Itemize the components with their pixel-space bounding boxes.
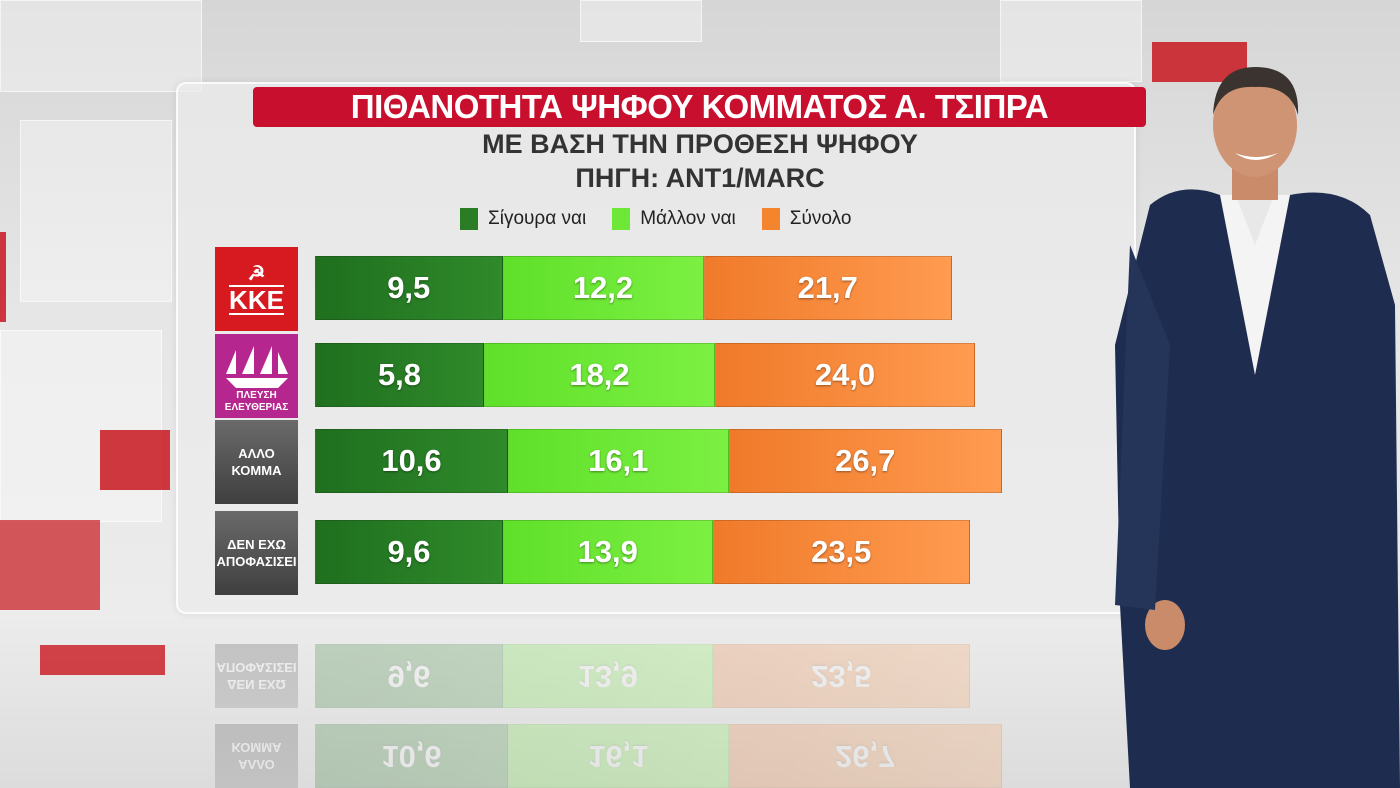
data-label: 5,8 xyxy=(377,357,422,392)
category-label: ΔΕΝ ΕΧΩ ΑΠΟΦΑΣΙΣΕΙ xyxy=(216,660,297,692)
hammer-sickle-icon: ☭ xyxy=(247,263,266,285)
category-label: ΑΛΛΟ ΚΟΜΜΑ xyxy=(231,446,282,478)
legend-swatch xyxy=(612,208,631,230)
stacked-bar: 5,8 18,2 24,0 xyxy=(315,343,975,407)
data-label: 12,2 xyxy=(572,270,634,305)
data-label: 16,1 xyxy=(588,443,649,478)
category-label: ΔΕΝ ΕΧΩ ΑΠΟΦΑΣΙΣΕΙ xyxy=(216,537,297,569)
stacked-bar: 10,6 16,1 26,7 xyxy=(315,724,1002,788)
legend-label: Σίγουρα ναι xyxy=(488,208,587,229)
bar-total: 24,0 xyxy=(715,343,975,407)
bar-total: 23,5 xyxy=(712,644,970,708)
chart-title: ΠΙΘΑΝΟΤΗΤΑ ΨΗΦΟΥ ΚΟΜΜΑΤΟΣ Α. ΤΣΙΠΡΑ xyxy=(253,87,1146,127)
bar-sure-yes: 9,5 xyxy=(315,256,503,320)
data-label: 26,7 xyxy=(835,739,896,774)
data-label: 9,6 xyxy=(387,534,431,569)
bar-total: 23,5 xyxy=(712,520,970,584)
bar-sure-yes: 9,6 xyxy=(315,520,503,584)
data-label: 9,5 xyxy=(387,270,431,305)
chart-source: ΠΗΓΗ: ΑΝΤ1/MARC xyxy=(575,163,825,193)
stacked-bar: 9,5 12,2 21,7 xyxy=(315,256,952,320)
data-label: 26,7 xyxy=(835,443,896,478)
stacked-bar: 10,6 16,1 26,7 xyxy=(315,429,1002,493)
legend-item: Σίγουρα ναι xyxy=(460,207,586,231)
category-label: ΑΛΛΟ ΚΟΜΜΑ xyxy=(231,740,282,772)
data-label: 13,9 xyxy=(577,534,638,569)
stacked-bar: 9,6 13,9 23,5 xyxy=(315,520,970,584)
bar-rather-yes: 16,1 xyxy=(508,724,729,788)
legend-item: Σύνολο xyxy=(761,207,852,231)
data-label: 9,6 xyxy=(387,659,431,694)
bar-sure-yes: 9,6 xyxy=(315,644,503,708)
bar-rather-yes: 16,1 xyxy=(508,429,729,493)
legend-label: Μάλλον ναι xyxy=(640,208,736,229)
stacked-bar: 9,6 13,9 23,5 xyxy=(315,644,970,708)
bar-total: 21,7 xyxy=(703,256,952,320)
category-label: ΠΛΕΥΣΗ ΕΛΕΥΘΕΡΙΑΣ xyxy=(224,390,289,413)
legend-item: Μάλλον ναι xyxy=(612,207,736,231)
legend-label: Σύνολο xyxy=(789,208,852,229)
data-label: 10,6 xyxy=(381,443,442,478)
bar-sure-yes: 5,8 xyxy=(315,343,484,407)
reflected-bar-row: ΑΛΛΟ ΚΟΜΜΑ 10,6 16,1 26,7 xyxy=(215,724,1085,788)
legend: Σίγουρα ναι Μάλλον ναι Σύνολο xyxy=(460,207,851,231)
data-label: 24,0 xyxy=(814,357,876,392)
person-photo xyxy=(1115,67,1400,788)
legend-swatch xyxy=(761,208,780,230)
bar-sure-yes: 10,6 xyxy=(315,724,508,788)
bar-rather-yes: 13,9 xyxy=(503,520,713,584)
bar-row: ΠΛΕΥΣΗ ΕΛΕΥΘΕΡΙΑΣ 5,8 18,2 24,0 xyxy=(215,334,1085,418)
legend-swatch xyxy=(460,208,478,230)
bar-total: 26,7 xyxy=(728,429,1002,493)
category-label: ΚΚΕ xyxy=(229,285,284,315)
bar-rather-yes: 12,2 xyxy=(502,256,704,320)
bar-row: ΔΕΝ ΕΧΩ ΑΠΟΦΑΣΙΣΕΙ 9,6 13,9 23,5 xyxy=(215,511,1085,595)
data-label: 21,7 xyxy=(797,270,858,305)
bar-rather-yes: 13,9 xyxy=(503,644,713,708)
data-label: 23,5 xyxy=(811,659,872,694)
reflected-bar-row: ΔΕΝ ΕΧΩ ΑΠΟΦΑΣΙΣΕΙ 9,6 13,9 23,5 xyxy=(215,644,1085,708)
data-label: 23,5 xyxy=(811,534,872,569)
bar-rather-yes: 18,2 xyxy=(484,343,715,407)
data-label: 18,2 xyxy=(569,357,630,392)
bar-row: ΑΛΛΟ ΚΟΜΜΑ 10,6 16,1 26,7 xyxy=(215,420,1085,504)
bar-total: 26,7 xyxy=(728,724,1002,788)
bar-sure-yes: 10,6 xyxy=(315,429,508,493)
chart-subtitle: ΜΕ ΒΑΣΗ ΤΗΝ ΠΡΟΘΕΣΗ ΨΗΦΟΥ xyxy=(482,129,918,159)
data-label: 10,6 xyxy=(381,739,442,774)
bar-row: ☭ ΚΚΕ 9,5 12,2 21,7 xyxy=(215,247,1085,331)
ship-sails-icon xyxy=(225,346,288,388)
data-label: 16,1 xyxy=(588,739,649,774)
data-label: 13,9 xyxy=(577,659,638,694)
